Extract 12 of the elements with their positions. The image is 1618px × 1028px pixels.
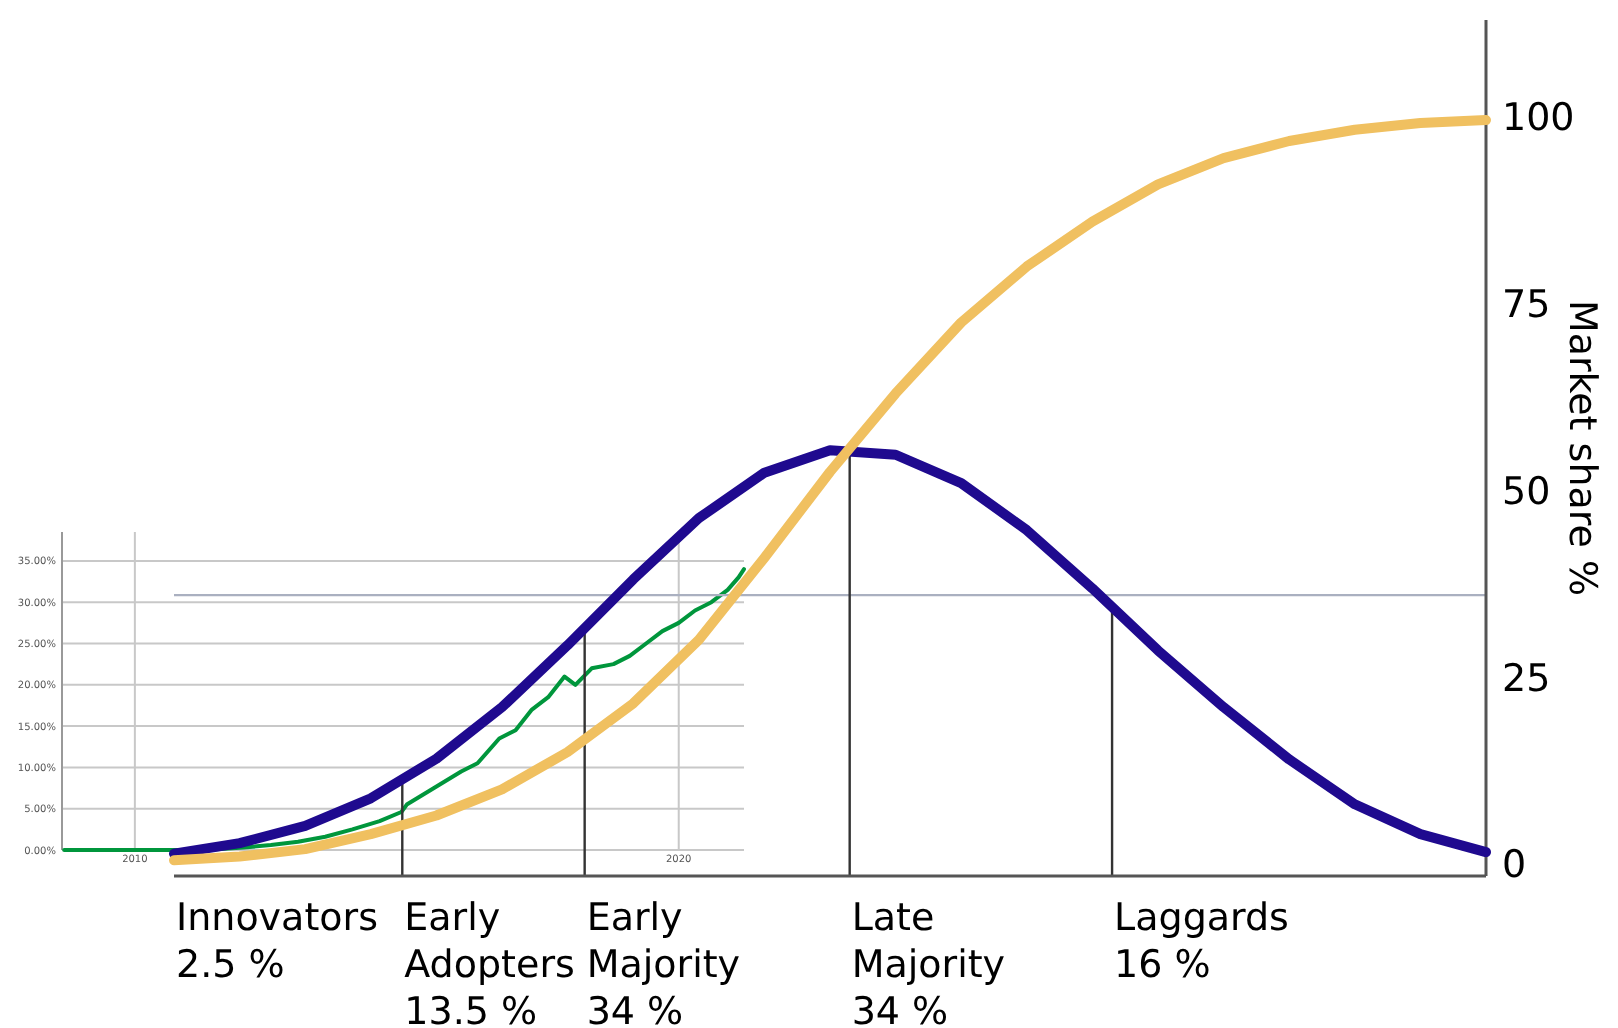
text: Early Adopters 13.5 % bbox=[404, 896, 575, 1028]
line-series bbox=[62, 567, 746, 852]
y-tick-label: 25 bbox=[1502, 656, 1551, 701]
text: Early Majority 34 % bbox=[586, 896, 741, 1028]
text: Laggards 16 % bbox=[1114, 896, 1289, 987]
y-axis-title: Market share % bbox=[1560, 299, 1604, 597]
y-tick-label: 75 bbox=[1502, 283, 1551, 328]
text: Innovators 2.5 % bbox=[176, 896, 378, 987]
y-tick-label: 50 bbox=[1502, 469, 1551, 514]
y-tick-label: 100 bbox=[1502, 96, 1575, 141]
text: Late Majority 34 % bbox=[851, 896, 1006, 1028]
y-tick-label: 0 bbox=[1502, 843, 1527, 888]
